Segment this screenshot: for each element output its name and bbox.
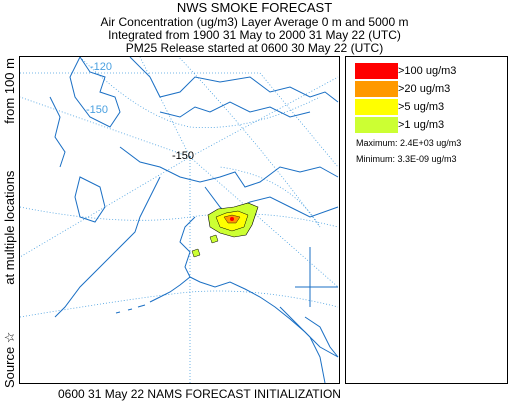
- plume-fragment-2: [209, 234, 219, 244]
- legend-swatch-1: [355, 117, 398, 133]
- release-info: PM25 Release started at 0600 30 May 22 (…: [125, 41, 384, 55]
- arctic-coast: [119, 146, 339, 188]
- legend-label-100: >100 ug/m3: [398, 65, 457, 77]
- archipelago-islands: [159, 101, 311, 118]
- greenland-outline: [69, 57, 121, 128]
- legend-panel: >100 ug/m3 >20 ug/m3 >5 ug/m3 >1 ug/m3 M…: [345, 56, 508, 384]
- integration-period: Integrated from 1900 31 May to 2000 31 M…: [108, 28, 401, 42]
- bc-coast: [304, 316, 339, 358]
- source-label: Source ☆: [2, 331, 17, 388]
- legend-swatch-5: [355, 99, 398, 115]
- locations-label: at multiple locations: [2, 170, 17, 285]
- legend-label-5: >5 ug/m3: [398, 101, 445, 113]
- forecast-title: NWS SMOKE FORECAST: [176, 0, 333, 15]
- legend-item-20: >20 ug/m3: [355, 81, 450, 97]
- legend-swatch-100: [355, 63, 398, 79]
- initialization-footer: 0600 31 May 22 NAMS FORECAST INITIALIZAT…: [58, 387, 341, 401]
- panhandle-coast: [279, 306, 326, 383]
- meridian-north: [139, 57, 191, 158]
- latitude-circle-outer: [20, 72, 339, 168]
- source-side-label: Source ☆ at multiple locations from 100 …: [2, 58, 18, 388]
- legend-item-5: >5 ug/m3: [355, 99, 444, 115]
- legend-label-1: >1 ug/m3: [398, 119, 445, 131]
- canadian-archipelago: [129, 57, 339, 103]
- minimum-value: Minimum: 3.3E-09 ug/m3: [356, 154, 457, 164]
- legend-item-1: >1 ug/m3: [355, 117, 444, 133]
- alaska-west-coast: [179, 216, 196, 278]
- smoke-map: -120 -150 -150: [20, 57, 339, 383]
- latitude-circle: [178, 57, 321, 228]
- aleutian-islands: [115, 304, 146, 314]
- graticule: [20, 57, 339, 383]
- parallel-arc-3: [79, 57, 321, 128]
- map-panel: -120 -150 -150: [19, 56, 340, 384]
- longitude-label-150: -150: [172, 150, 194, 162]
- legend-item-100: >100 ug/m3: [355, 63, 456, 79]
- smoke-plume: [191, 202, 259, 258]
- longitude-label-150-north: -150: [86, 104, 108, 116]
- meridian-west: [20, 96, 191, 158]
- parallel-arc-1: [20, 206, 339, 228]
- maximum-value: Maximum: 2.4E+03 ug/m3: [356, 138, 462, 148]
- hudson-bay: [74, 176, 106, 223]
- alaska-south-coast: [189, 276, 339, 358]
- plume-fragment: [191, 248, 201, 258]
- legend-swatch-20: [355, 81, 398, 97]
- meridian-east: [189, 76, 339, 158]
- height-label: from 100 m: [2, 58, 17, 124]
- longitude-label-120: -120: [90, 61, 112, 73]
- parallel-arc-2: [20, 290, 339, 318]
- legend-label-20: >20 ug/m3: [398, 83, 451, 95]
- concentration-subtitle: Air Concentration (ug/m3) Layer Average …: [100, 15, 409, 29]
- plume-hotspot: [230, 217, 234, 221]
- alaska-peninsula: [149, 276, 191, 303]
- northwest-coast: [54, 176, 161, 318]
- coast-southeast: [49, 96, 66, 168]
- land-outlines: [49, 57, 339, 383]
